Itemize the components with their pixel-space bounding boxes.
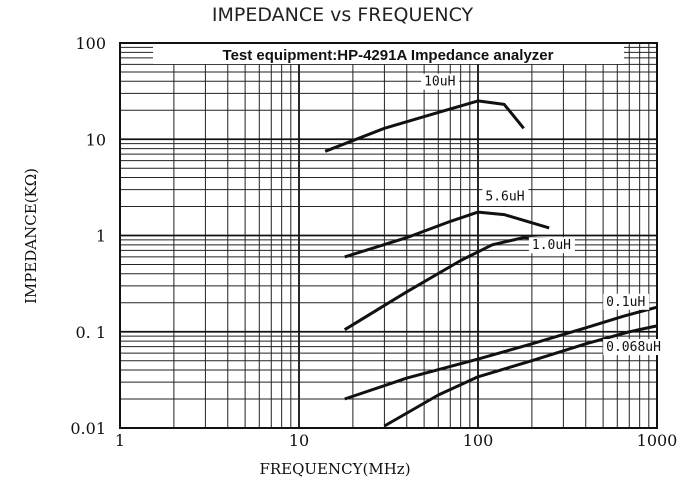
grid-lines: Test equipment:HP-4291A Impedance analyz… (120, 43, 657, 428)
test-equipment-note: Test equipment:HP-4291A Impedance analyz… (223, 47, 554, 64)
y-tick-label: 1 (96, 227, 106, 246)
chart-title: IMPEDANCE vs FREQUENCY (211, 4, 474, 26)
y-tick-label: 10 (86, 130, 106, 149)
series-label: 0.1uH (606, 295, 645, 310)
series-lines (324, 99, 658, 428)
y-tick-label: 0.01 (70, 419, 106, 438)
series-line (383, 324, 658, 428)
series-line (344, 305, 658, 401)
x-tick-label: 100 (463, 431, 494, 450)
series-label: 10uH (424, 75, 455, 90)
series-labels: 10uH 5.6uH 1.0uH 0.1uH 0.068uH (421, 73, 666, 356)
series-line (324, 99, 525, 153)
series-label-background (603, 293, 650, 310)
plot-frame (119, 42, 658, 429)
y-axis-label: IMPEDANCE(KΩ) (22, 168, 40, 304)
series-label: 1.0uH (532, 238, 571, 253)
x-tick-label: 1000 (637, 431, 678, 450)
series-label-background (603, 339, 666, 356)
series-line (344, 210, 550, 259)
x-axis-label: FREQUENCY(MHz) (259, 460, 410, 478)
x-tick-label: 10 (289, 431, 309, 450)
annotation-background (153, 44, 624, 64)
x-tick-label: 1 (115, 431, 125, 450)
series-label-background (482, 188, 529, 205)
x-tick-labels: 1 10 100 1000 (115, 431, 677, 450)
y-tick-labels: 0.01 0. 1 1 10 100 (70, 34, 106, 438)
series-label: 5.6uH (485, 190, 524, 205)
y-tick-label: 100 (75, 34, 106, 53)
series-label-background (421, 73, 460, 90)
series-label-background (528, 237, 575, 254)
y-tick-label: 0. 1 (75, 323, 106, 342)
series-label: 0.068uH (606, 340, 661, 355)
